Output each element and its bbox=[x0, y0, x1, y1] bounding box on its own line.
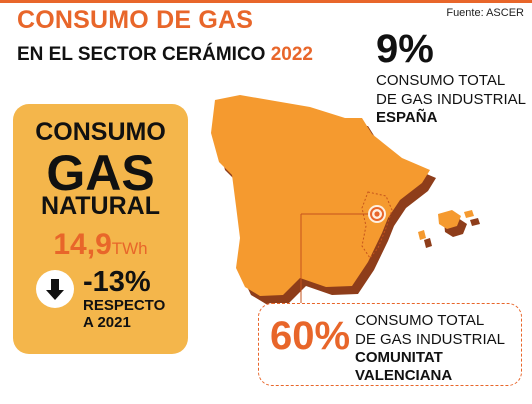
balearic-islands bbox=[438, 210, 461, 229]
source-note: Fuente: ASCER bbox=[446, 7, 524, 19]
page-title: CONSUMO DE GAS bbox=[17, 6, 254, 34]
card-value-number: 14,9 bbox=[53, 228, 112, 261]
change-label: RESPECTO A 2021 bbox=[83, 297, 165, 331]
national-label-line2: DE GAS INDUSTRIAL bbox=[376, 91, 527, 108]
valencia-stat-box: 60% CONSUMO TOTAL DE GAS INDUSTRIAL COMU… bbox=[258, 303, 522, 386]
regional-label-line4: VALENCIANA bbox=[355, 367, 453, 384]
location-marker-icon bbox=[368, 205, 386, 223]
card-value: 14,9TWh bbox=[13, 228, 188, 262]
change-percent: -13% bbox=[83, 266, 151, 298]
regional-label-line3: COMUNITAT bbox=[355, 349, 443, 366]
page-subtitle: EN EL SECTOR CERÁMICO 2022 bbox=[17, 44, 313, 66]
card-value-unit: TWh bbox=[111, 239, 148, 258]
national-label-line1: CONSUMO TOTAL bbox=[376, 72, 506, 89]
arrow-down-icon bbox=[36, 270, 74, 308]
regional-label-line2: DE GAS INDUSTRIAL bbox=[355, 331, 506, 348]
card-line2: GAS bbox=[46, 145, 155, 201]
top-rule bbox=[0, 0, 532, 3]
map-land bbox=[211, 95, 474, 296]
card-line3: NATURAL bbox=[41, 192, 160, 220]
gas-consumption-card: CONSUMO GAS NATURAL 14,9TWh -13% RESPECT… bbox=[13, 104, 188, 354]
change-label-line1: RESPECTO bbox=[83, 297, 166, 314]
valencia-region-border bbox=[361, 191, 393, 259]
card-line1: CONSUMO bbox=[35, 118, 166, 146]
regional-percent: 60% bbox=[270, 314, 351, 358]
regional-label-line1: CONSUMO TOTAL bbox=[355, 312, 485, 329]
subtitle-year: 2022 bbox=[270, 44, 314, 65]
national-label-line3: ESPAÑA bbox=[376, 109, 438, 126]
change-label-line2: A 2021 bbox=[83, 314, 131, 331]
national-percent: 9% bbox=[376, 27, 434, 71]
subtitle-text: EN EL SECTOR CERÁMICO bbox=[17, 44, 266, 65]
